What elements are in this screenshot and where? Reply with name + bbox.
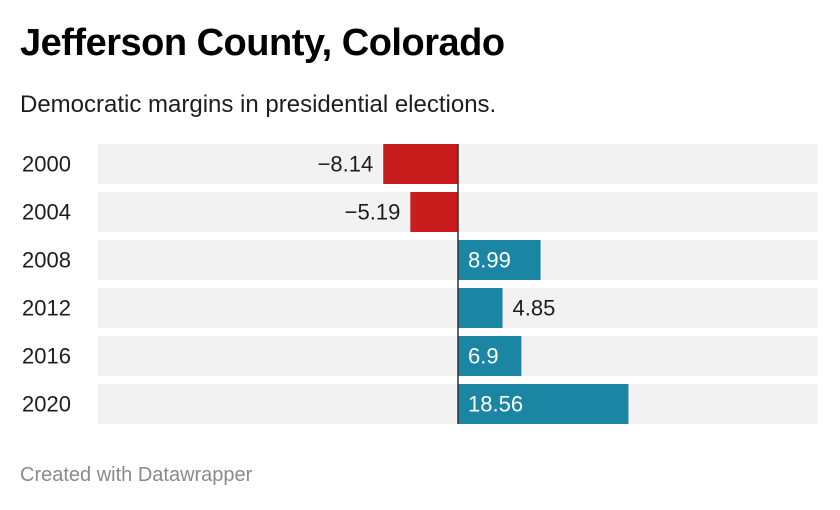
value-label-2004: −5.19 — [345, 200, 401, 225]
value-label-2008: 8.99 — [468, 248, 511, 273]
value-label-2016: 6.9 — [468, 344, 499, 369]
bar-2020 — [458, 384, 629, 424]
labels: 2000 −8.14 2004 −5.19 2008 8.99 2012 4.85 2016 6.… — [22, 152, 555, 417]
category-label-2016: 2016 — [22, 344, 71, 369]
bar-2012 — [458, 288, 503, 328]
value-label-2020: 18.56 — [468, 392, 523, 417]
bars — [383, 144, 629, 424]
category-label-2020: 2020 — [22, 392, 71, 417]
value-label-2012: 4.85 — [513, 296, 556, 321]
chart-title: Jefferson County, Colorado — [20, 22, 505, 64]
bar-2008 — [458, 240, 541, 280]
footer-credit: Created with Datawrapper — [20, 464, 253, 486]
category-label-2008: 2008 — [22, 248, 71, 273]
category-label-2004: 2004 — [22, 200, 71, 225]
bar-2004 — [410, 192, 458, 232]
bar-2000 — [383, 144, 458, 184]
value-label-2000: −8.14 — [318, 152, 374, 177]
bar-2016 — [458, 336, 522, 376]
category-label-2000: 2000 — [22, 152, 71, 177]
chart-subtitle: Democratic margins in presidential elect… — [20, 91, 497, 118]
category-label-2012: 2012 — [22, 296, 71, 321]
